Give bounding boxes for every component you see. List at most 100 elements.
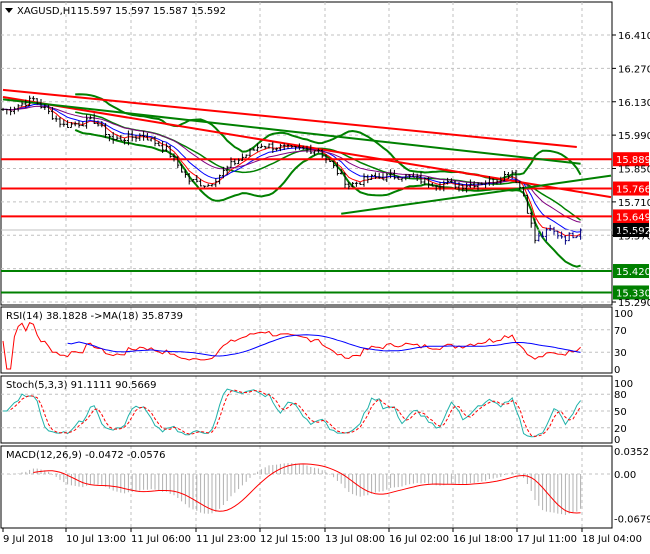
- ohlc-bar: [400, 177, 404, 182]
- ohlc-bar: [332, 160, 336, 168]
- ohlc-bar: [313, 150, 317, 156]
- ohlc-bar: [176, 156, 180, 168]
- ohlc-bar: [343, 172, 347, 188]
- ohlc-bar: [20, 101, 24, 107]
- time-label: 9 Jul 2018: [3, 534, 53, 545]
- ohlc-bar: [221, 166, 225, 179]
- ohlc-low: 15.587: [153, 6, 188, 17]
- collapse-triangle-icon[interactable]: [5, 8, 13, 13]
- ohlc-bar: [316, 148, 320, 153]
- ohlc-bar: [206, 183, 210, 187]
- ohlc-bar: [12, 106, 16, 115]
- ohlc-bar: [309, 144, 313, 155]
- ohlc-bar: [202, 185, 206, 188]
- price-tick-label: 16.410: [618, 31, 650, 42]
- time-label: 16 Jul 02:00: [389, 534, 449, 545]
- price-levels[interactable]: 15.889 15.766 15.649 15.420 15.330 15.592: [1, 152, 650, 300]
- ohlc-bar: [24, 99, 28, 108]
- ohlc-bar: [43, 104, 47, 110]
- ohlc-bar: [434, 185, 438, 191]
- rsi-tick-label: 30: [614, 348, 627, 359]
- ohlc-bar: [172, 153, 176, 162]
- ohlc-bar: [563, 235, 567, 245]
- ohlc-bar: [423, 177, 427, 186]
- ohlc-bar: [81, 121, 85, 127]
- level-label: 15.420: [616, 267, 650, 278]
- ohlc-bar: [499, 176, 503, 185]
- ohlc-bar: [525, 194, 529, 214]
- ohlc-bar: [438, 181, 442, 191]
- ohlc-bar: [77, 120, 81, 128]
- rsi-line: [2, 322, 581, 370]
- ohlc-bar: [476, 182, 480, 191]
- ohlc-bar: [294, 145, 298, 151]
- ohlc-bar: [123, 138, 127, 145]
- ohlc-bar: [259, 143, 263, 149]
- ohlc-bar: [392, 169, 396, 180]
- ohlc-bar: [480, 182, 484, 185]
- level-label: 15.330: [616, 288, 650, 299]
- ohlc-bar: [142, 131, 146, 141]
- ohlc-bar: [548, 224, 552, 231]
- time-label: 18 Jul 04:00: [582, 534, 642, 545]
- ohlc-bar: [88, 115, 92, 120]
- ohlc-bar: [514, 169, 518, 183]
- ohlc-bar: [252, 147, 256, 151]
- ohlc-bar: [153, 136, 157, 147]
- price-tick-label: 16.130: [618, 98, 650, 109]
- time-label: 16 Jul 18:00: [453, 534, 513, 545]
- ohlc-bar: [522, 186, 526, 197]
- ohlc-bar: [328, 158, 332, 163]
- ohlc-bar: [54, 115, 58, 122]
- rsi-panel[interactable]: 100 70 30 0 RSI(14) 38.1828 ->MA(18) 35.873…: [0, 306, 633, 376]
- time-label: 12 Jul 15:00: [260, 534, 320, 545]
- time-axis: 9 Jul 2018 10 Jul 13:00 11 Jul 06:00 11 Jul…: [2, 528, 642, 545]
- ohlc-bar: [552, 226, 556, 235]
- ohlc-bar: [411, 172, 415, 178]
- stoch-tick-label: 50: [614, 407, 627, 418]
- rsi-tick-label: 0: [614, 365, 620, 376]
- current-price-badge: [613, 223, 649, 238]
- ohlc-bar: [389, 169, 393, 179]
- ohlc-bar: [214, 178, 218, 188]
- ohlc-bar: [31, 96, 35, 102]
- trendline[interactable]: [2, 98, 581, 165]
- ohlc-bar: [69, 121, 73, 128]
- ohlc-bar: [560, 231, 564, 239]
- ohlc-bar: [377, 172, 381, 180]
- ohlc-bar: [66, 120, 70, 128]
- ohlc-bar: [161, 141, 165, 154]
- ohlc-bar: [100, 121, 104, 128]
- rsi-label: RSI(14) 38.1828 ->MA(18) 35.8739: [6, 311, 183, 322]
- rsi-ma-line: [67, 334, 581, 357]
- ohlc-bar: [168, 145, 172, 158]
- trendline[interactable]: [2, 88, 577, 149]
- ohlc-bar: [335, 162, 339, 176]
- ohlc-bar: [47, 104, 51, 115]
- ohlc-bar: [320, 149, 324, 159]
- ohlc-bar: [449, 178, 453, 184]
- ohlc-bar: [457, 182, 461, 192]
- ohlc-bar: [233, 158, 237, 166]
- level-badge: [613, 285, 649, 300]
- macd-panel[interactable]: 0.0352 0.00 -0.0679 MACD(12,26,9) -0.0472 …: [0, 445, 650, 529]
- ohlc-bar: [180, 164, 184, 173]
- time-label: 11 Jul 23:00: [196, 534, 256, 545]
- price-panel[interactable]: 15.889 15.766 15.649 15.420 15.330 15.592 XAG…: [0, 1, 650, 528]
- ohlc-bar: [263, 145, 267, 150]
- trendline[interactable]: [341, 174, 612, 215]
- rsi-panel-border: [0, 306, 613, 374]
- ohlc-bar: [491, 178, 495, 186]
- ohlc-bar: [240, 153, 244, 161]
- rsi-tick-label: 70: [614, 326, 627, 337]
- ohlc-bar: [354, 181, 358, 187]
- ohlc-bar: [385, 172, 389, 182]
- ohlc-bar: [210, 183, 214, 187]
- ohlc-bar: [366, 174, 370, 184]
- ohlc-bar: [275, 147, 279, 152]
- ohlc-bar: [453, 180, 457, 189]
- ohlc-bar: [157, 141, 161, 147]
- ohlc-high: 15.597: [115, 6, 150, 17]
